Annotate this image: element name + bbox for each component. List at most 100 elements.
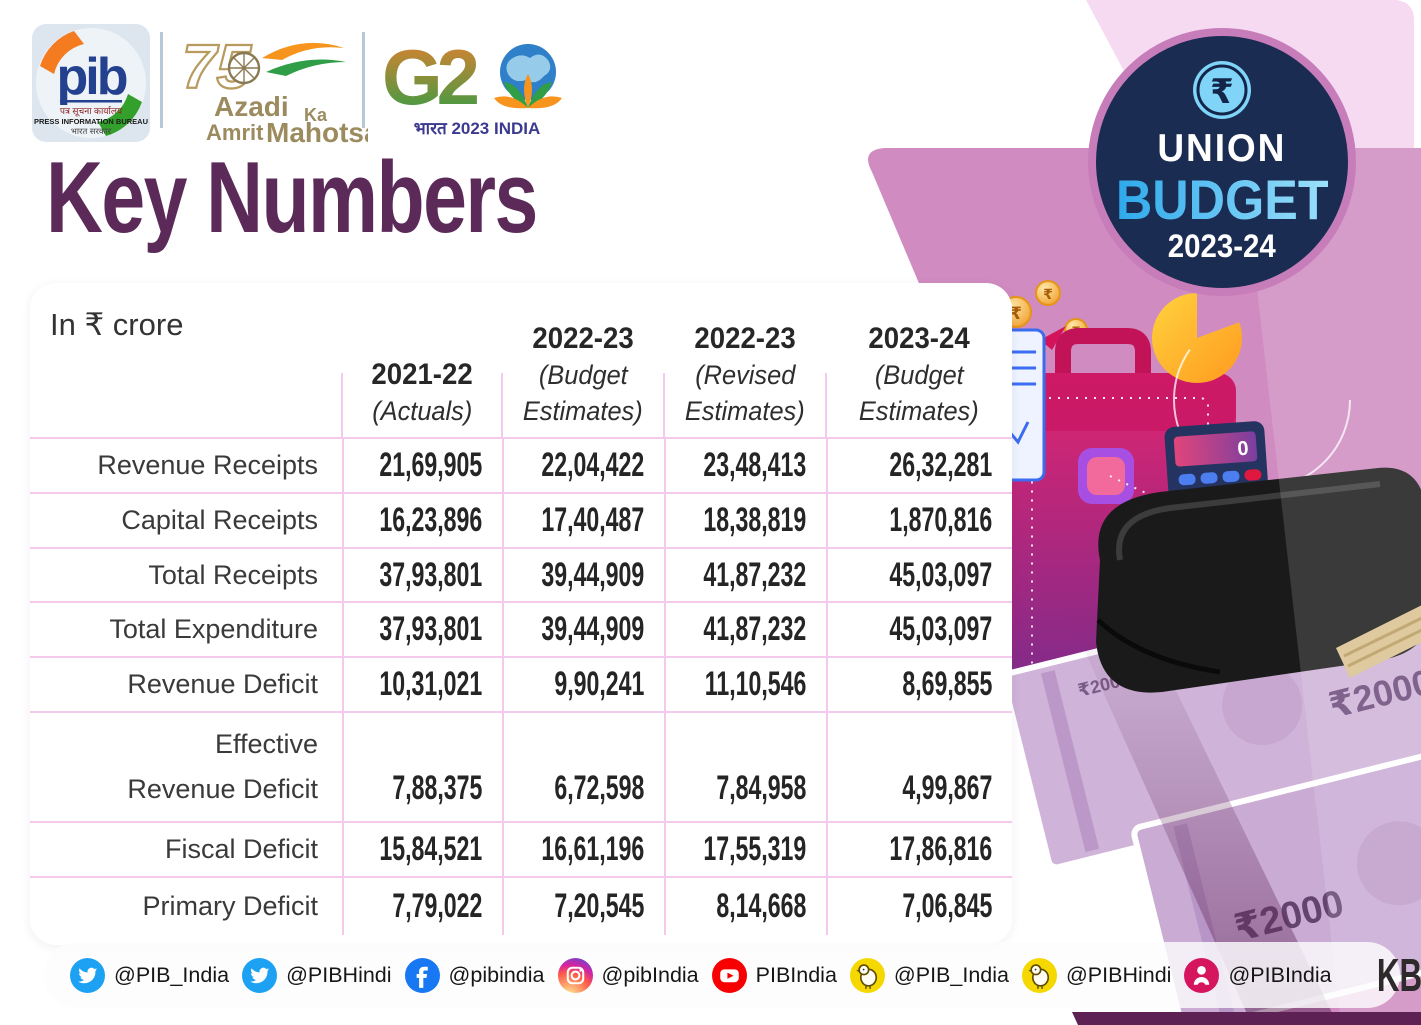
column-header-2022-23-be: 2022-23 (Budget Estimates) — [501, 283, 664, 437]
social-item-facebook: @pibindia — [404, 957, 545, 993]
youtube-icon — [711, 957, 747, 993]
union-budget-badge: ₹ UNION BUDGET 2023-24 — [1088, 28, 1356, 296]
svg-text:G2: G2 — [382, 33, 478, 121]
svg-text:पत्र सूचना कार्यालय: पत्र सूचना कार्यालय — [60, 105, 123, 117]
social-item-twitter-hindi: @PIBHindi — [242, 957, 392, 993]
value-cell: 16,61,196 — [502, 821, 664, 876]
value-cell: 7,84,958 — [664, 711, 826, 821]
value-cell: 45,03,097 — [826, 601, 1012, 656]
social-item-twitter: @PIB_India — [70, 957, 230, 993]
row-label: Total Receipts — [30, 547, 342, 601]
value-cell: 10,31,021 — [342, 656, 502, 711]
unit-label: In ₹ crore — [50, 307, 184, 342]
svg-text:₹: ₹ — [1043, 286, 1053, 302]
value-cell: 7,88,375 — [342, 711, 502, 821]
value-cell: 23,48,413 — [664, 437, 826, 492]
svg-text:₹: ₹ — [1010, 304, 1022, 323]
value-cell: 41,87,232 — [664, 547, 826, 601]
value-cell: 21,69,905 — [342, 437, 502, 492]
column-header-2022-23-re: 2022-23 (Revised Estimates) — [663, 283, 826, 437]
value-cell: 26,32,281 — [826, 437, 1012, 492]
value-cell: 37,93,801 — [342, 547, 502, 601]
value-cell: 1,870,816 — [826, 492, 1012, 547]
value-cell: 17,40,487 — [502, 492, 664, 547]
social-item-instagram: @pibIndia — [557, 957, 699, 993]
column-header-2023-24-be: 2023-24 (Budget Estimates) — [825, 283, 1012, 437]
svg-text:0: 0 — [1237, 438, 1250, 461]
value-cell: 16,23,896 — [342, 492, 502, 547]
twitter-icon — [70, 957, 105, 993]
svg-text:भारत सरकार: भारत सरकार — [71, 126, 112, 136]
value-cell: 18,38,819 — [664, 492, 826, 547]
svg-text:Amrit: Amrit — [206, 120, 264, 145]
social-handle: @PIBHindi — [286, 962, 392, 987]
social-item-youtube: PIBIndia — [711, 957, 837, 993]
azadi-amrit-mahotsav-logo: 75 Azadi Ka Amrit Mahotsav — [181, 32, 368, 146]
arrow-accent — [1040, 326, 1066, 350]
page-title: Key Numbers — [46, 142, 538, 254]
value-cell: 7,20,545 — [502, 876, 664, 935]
row-label: Effective Revenue Deficit — [30, 711, 342, 821]
social-item-public: @PIBIndia — [1184, 957, 1332, 993]
facebook-icon — [404, 957, 440, 993]
social-footer-bar: @PIB_India @PIBHindi @pibindia — [44, 942, 1421, 1008]
social-handle: PIBIndia — [755, 962, 837, 987]
bottom-accent-strip — [1072, 1012, 1421, 1025]
value-cell: 8,14,668 — [664, 876, 826, 935]
row-label: Capital Receipts — [30, 492, 342, 547]
logo-divider — [362, 32, 365, 128]
badge-year-text: 2023-24 — [1167, 228, 1277, 265]
row-label: Revenue Receipts — [30, 437, 342, 492]
lotus-icon — [494, 74, 562, 109]
value-cell: 17,86,816 — [826, 821, 1012, 876]
badge-union-text: UNION — [1157, 126, 1287, 170]
svg-text:भारत 2023 INDIA: भारत 2023 INDIA — [414, 119, 541, 138]
value-cell: 39,44,909 — [502, 547, 664, 601]
social-handle: @pibindia — [448, 962, 545, 987]
koo-icon — [849, 957, 885, 993]
social-handle: @PIB_India — [114, 962, 230, 987]
wallet-icon — [1096, 467, 1421, 693]
table-body: Revenue Receipts 21,69,905 22,04,422 23,… — [30, 437, 1012, 945]
svg-text:Ka: Ka — [304, 105, 328, 125]
svg-text:pib: pib — [57, 48, 127, 106]
dark-band-shape — [1062, 600, 1338, 1025]
logo-divider — [160, 32, 163, 128]
badge-budget-text: BUDGET — [1115, 167, 1329, 231]
table-header: In ₹ crore 2021-22 (Actuals) 2022-23 (Bu… — [30, 283, 1012, 437]
value-cell: 11,10,546 — [664, 656, 826, 711]
value-cell: 45,03,097 — [826, 547, 1012, 601]
twitter-icon — [242, 957, 278, 993]
value-cell: 39,44,909 — [502, 601, 664, 656]
value-cell: 7,06,845 — [826, 876, 1012, 935]
kbk-logo: KBK — [1376, 949, 1421, 1001]
social-item-koo-hindi: @PIBHindi — [1021, 957, 1172, 993]
social-handle: @PIBHindi — [1065, 962, 1172, 987]
value-cell: 7,79,022 — [342, 876, 502, 935]
value-cell: 17,55,319 — [664, 821, 826, 876]
row-label: Fiscal Deficit — [30, 821, 342, 876]
value-cell: 22,04,422 — [502, 437, 664, 492]
column-header-2021-22: 2021-22 (Actuals) — [341, 283, 502, 437]
light-overlay-shape — [1241, 148, 1421, 1025]
svg-text:Mahotsav: Mahotsav — [266, 117, 368, 146]
instagram-icon — [557, 957, 593, 993]
svg-text:₹: ₹ — [1210, 73, 1234, 111]
svg-text:Azadi: Azadi — [214, 91, 289, 122]
public-app-icon — [1184, 957, 1220, 993]
row-label: Revenue Deficit — [30, 656, 342, 711]
value-cell: 9,90,241 — [502, 656, 664, 711]
koo-icon — [1021, 957, 1057, 993]
g20-logo: G2 भारत 2023 INDIA — [382, 33, 562, 138]
value-cell: 15,84,521 — [342, 821, 502, 876]
pib-logo: pib पत्र सूचना कार्यालय PRESS INFORMATIO… — [32, 24, 150, 142]
svg-text:PRESS INFORMATION BUREAU: PRESS INFORMATION BUREAU — [34, 117, 148, 126]
row-label: Primary Deficit — [30, 876, 342, 935]
value-cell: 4,99,867 — [826, 711, 1012, 821]
rupee-coin-icon: ₹ — [1193, 60, 1251, 119]
social-item-koo: @PIB_India — [849, 957, 1009, 993]
value-cell: 6,72,598 — [502, 711, 664, 821]
value-cell: 41,87,232 — [664, 601, 826, 656]
row-label: Total Expenditure — [30, 601, 342, 656]
